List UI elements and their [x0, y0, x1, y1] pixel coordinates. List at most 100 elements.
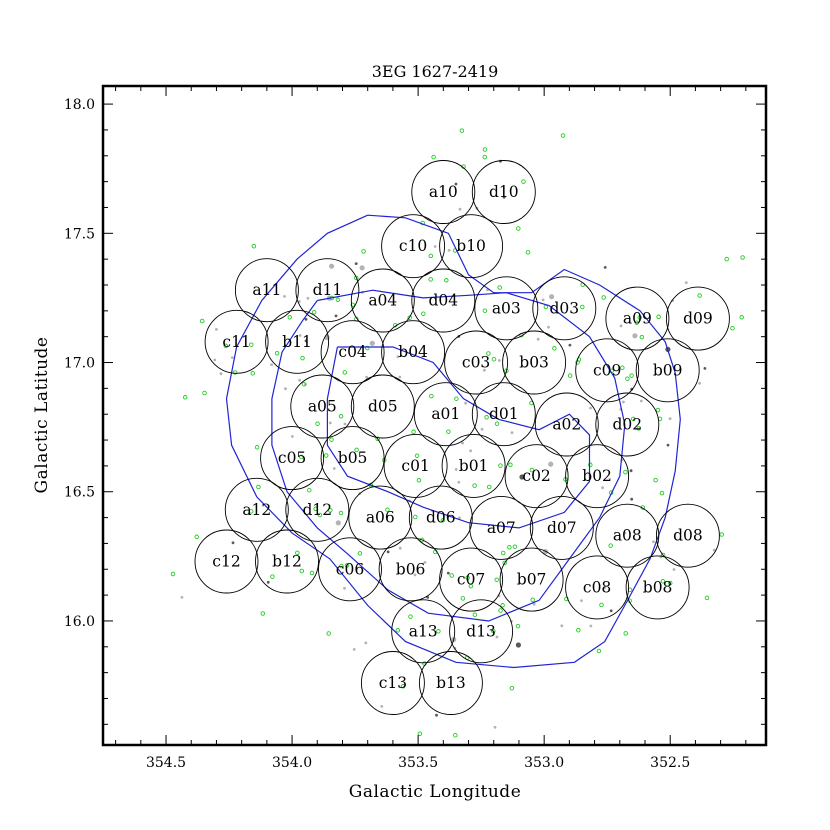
catalog-source-marker — [270, 574, 275, 579]
catalog-source-marker — [429, 393, 434, 399]
catalog-source-marker — [655, 407, 661, 413]
background-source — [510, 431, 514, 435]
catalog-source-marker — [543, 304, 549, 310]
field-circle — [260, 426, 325, 491]
background-source — [304, 317, 308, 321]
catalog-source-marker — [328, 508, 333, 513]
background-source — [532, 602, 536, 606]
field-circle — [295, 258, 360, 323]
catalog-source-marker — [344, 563, 350, 568]
catalog-source-marker — [486, 484, 492, 490]
catalog-source-marker — [365, 345, 370, 351]
field-circle — [350, 268, 415, 333]
field-label: a01 — [431, 405, 460, 423]
field-label: a10 — [429, 183, 458, 201]
background-source — [180, 596, 184, 599]
field-circle — [290, 374, 355, 439]
field-label: b06 — [396, 560, 426, 578]
background-source — [589, 624, 593, 628]
catalog-source-marker — [350, 302, 356, 308]
background-source — [435, 713, 438, 717]
field-circle — [665, 286, 730, 351]
x-tick-label: 353.0 — [524, 755, 564, 771]
background-source — [684, 281, 688, 284]
catalog-source-marker — [530, 597, 535, 603]
catalog-source-marker — [730, 325, 735, 331]
x-tick-label: 352.5 — [650, 755, 690, 771]
background-source — [364, 641, 368, 645]
background-source — [298, 378, 301, 382]
y-axis-label: Galactic Latitude — [32, 337, 52, 494]
catalog-source-marker — [491, 356, 497, 362]
field-label: a04 — [368, 292, 397, 310]
background-source — [266, 580, 270, 584]
background-source — [672, 568, 676, 571]
catalog-source-marker — [634, 320, 640, 325]
field-label: c11 — [222, 333, 250, 351]
catalog-source-marker — [251, 243, 257, 249]
catalog-source-marker — [256, 484, 261, 490]
background-source — [619, 324, 623, 328]
background-source — [291, 435, 294, 438]
catalog-source-marker — [357, 551, 363, 556]
catalog-source-marker — [636, 426, 641, 431]
field-circle — [318, 537, 382, 602]
catalog-source-marker — [375, 436, 380, 442]
chart-title: 3EG 1627-2419 — [372, 62, 499, 81]
field-label: d01 — [489, 405, 519, 423]
field-label: a11 — [252, 281, 281, 299]
background-source — [433, 245, 437, 248]
catalog-source-marker — [413, 514, 418, 520]
catalog-source-marker — [194, 534, 199, 540]
catalog-source-marker — [274, 351, 280, 356]
field-label: c02 — [522, 467, 550, 485]
catalog-source-marker — [248, 509, 254, 514]
background-source — [502, 195, 506, 199]
field-circle — [529, 495, 594, 560]
field-label: d13 — [466, 622, 496, 640]
field-label: d10 — [489, 183, 519, 201]
catalog-source-marker — [667, 580, 673, 586]
background-source — [270, 363, 273, 366]
field-circle — [575, 338, 640, 403]
catalog-source-marker — [497, 285, 502, 290]
field-label: d02 — [612, 416, 642, 434]
catalog-source-marker — [202, 390, 207, 396]
catalog-source-marker — [564, 596, 569, 602]
catalog-source-marker — [639, 334, 645, 340]
field-circle — [439, 547, 504, 612]
catalog-source-marker — [326, 631, 331, 636]
catalog-source-marker — [436, 629, 441, 634]
background-source — [329, 263, 335, 269]
catalog-source-marker — [521, 179, 526, 184]
field-circle — [411, 268, 476, 333]
background-source — [284, 387, 287, 391]
background-source — [396, 355, 400, 359]
field-label: b05 — [338, 449, 368, 467]
field-label: b01 — [459, 457, 489, 475]
field-label: a12 — [242, 501, 271, 519]
catalog-source-marker — [354, 275, 359, 281]
catalog-source-marker — [623, 469, 628, 475]
field-circle — [499, 547, 564, 612]
field-circle — [413, 382, 478, 447]
catalog-source-marker — [449, 573, 454, 578]
catalog-source-marker — [182, 395, 188, 400]
background-source — [283, 295, 286, 298]
catalog-source-marker — [656, 314, 661, 320]
field-circle — [635, 338, 700, 403]
background-source — [609, 609, 613, 613]
catalog-source-marker — [338, 510, 344, 516]
field-circle — [532, 276, 597, 341]
background-source — [601, 486, 604, 490]
field-label: a02 — [552, 416, 581, 434]
background-source — [622, 400, 625, 404]
field-circle — [381, 320, 446, 385]
field-label: c05 — [278, 449, 306, 467]
field-label: c09 — [593, 361, 621, 379]
background-source — [298, 300, 301, 303]
background-source — [447, 248, 451, 252]
catalog-source-marker — [704, 595, 710, 601]
catalog-source-marker — [453, 732, 458, 738]
field-label: d05 — [368, 398, 398, 416]
